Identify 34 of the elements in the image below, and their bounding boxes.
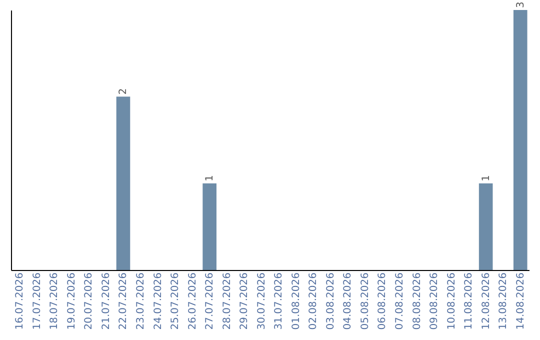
- x-tick-label: 19.07.2026: [66, 272, 78, 330]
- x-tick-label: 28.07.2026: [222, 272, 233, 330]
- x-tick-label: 12.08.2026: [480, 272, 492, 330]
- x-tick-label: 30.07.2026: [256, 272, 268, 330]
- x-tick-label: 05.08.2026: [360, 272, 371, 330]
- data-label: 2: [118, 88, 130, 95]
- x-tick-label: 25.07.2026: [170, 272, 182, 330]
- x-tick-label: 27.07.2026: [204, 272, 216, 330]
- x-tick-label: 13.08.2026: [498, 272, 510, 330]
- x-tick-label: 01.08.2026: [290, 272, 302, 330]
- x-tick-label: 18.07.2026: [49, 272, 60, 330]
- x-tick-label: 11.08.2026: [464, 272, 475, 330]
- data-label: 1: [480, 174, 492, 182]
- x-tick-label: 08.08.2026: [412, 272, 423, 330]
- x-tick-label: 26.07.2026: [187, 272, 198, 330]
- x-tick-label: 16.07.2026: [14, 272, 26, 330]
- x-tick-label: 20.07.2026: [84, 272, 95, 330]
- x-tick-label: 14.08.2026: [515, 272, 526, 330]
- x-tick-label: 09.08.2026: [429, 272, 440, 330]
- x-tick-label: 22.07.2026: [118, 272, 130, 330]
- x-tick-label: 29.07.2026: [239, 272, 250, 330]
- x-tick-label: 06.08.2026: [377, 272, 388, 330]
- x-tick-label: 31.07.2026: [274, 272, 285, 330]
- x-tick-label: 04.08.2026: [342, 272, 354, 330]
- x-tick-label: 24.07.2026: [152, 272, 164, 330]
- x-tick-label: 03.08.2026: [325, 272, 336, 330]
- x-tick-label: 07.08.2026: [394, 272, 406, 330]
- x-tick-label: 17.07.2026: [32, 272, 43, 330]
- x-tick-label: 23.07.2026: [136, 272, 146, 330]
- data-label: 3: [515, 2, 526, 8]
- data-label: 1: [204, 174, 216, 182]
- x-tick-label: 10.08.2026: [446, 272, 458, 330]
- x-tick-label: 02.08.2026: [308, 272, 320, 330]
- x-tick-label: 21.07.2026: [100, 272, 112, 330]
